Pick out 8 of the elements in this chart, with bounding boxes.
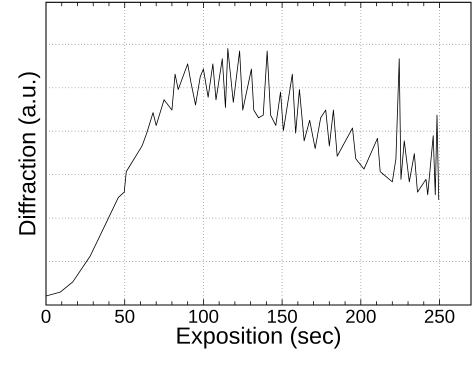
x-tick-label: 150 xyxy=(268,310,297,323)
x-tick-label: 50 xyxy=(115,310,134,323)
x-tick-label: 100 xyxy=(189,310,218,323)
x-tick-label: 0 xyxy=(42,310,50,323)
x-tick-label: 200 xyxy=(346,310,376,323)
x-axis-title: Exposition (sec) xyxy=(177,326,340,349)
x-tick-label: 250 xyxy=(424,310,454,323)
y-axis-title: Diffraction (a.u.) xyxy=(18,72,40,235)
